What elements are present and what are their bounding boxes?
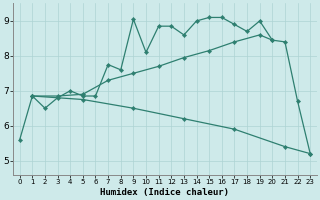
- X-axis label: Humidex (Indice chaleur): Humidex (Indice chaleur): [100, 188, 229, 197]
